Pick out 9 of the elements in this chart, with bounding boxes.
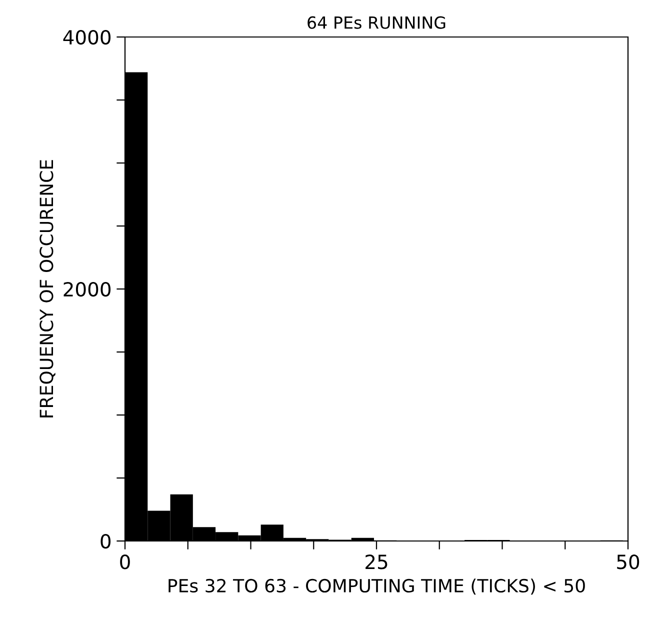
x-tick-label: 25 [366, 554, 388, 570]
x-tick-label: 50 [617, 554, 640, 570]
y-axis-title: FREQUENCY OF OCCURENCE [40, 160, 56, 418]
x-tick-label: 0 [120, 554, 130, 570]
chart-title: 64 PEs RUNNING [308, 16, 446, 29]
x-axis-title: PEs 32 TO 63 - COMPUTING TIME (TICKS) < 50 [168, 578, 585, 595]
y-tick-label: 0 [100, 534, 111, 549]
y-tick-label: 2000 [64, 282, 111, 297]
y-tick-label: 4000 [63, 30, 111, 45]
